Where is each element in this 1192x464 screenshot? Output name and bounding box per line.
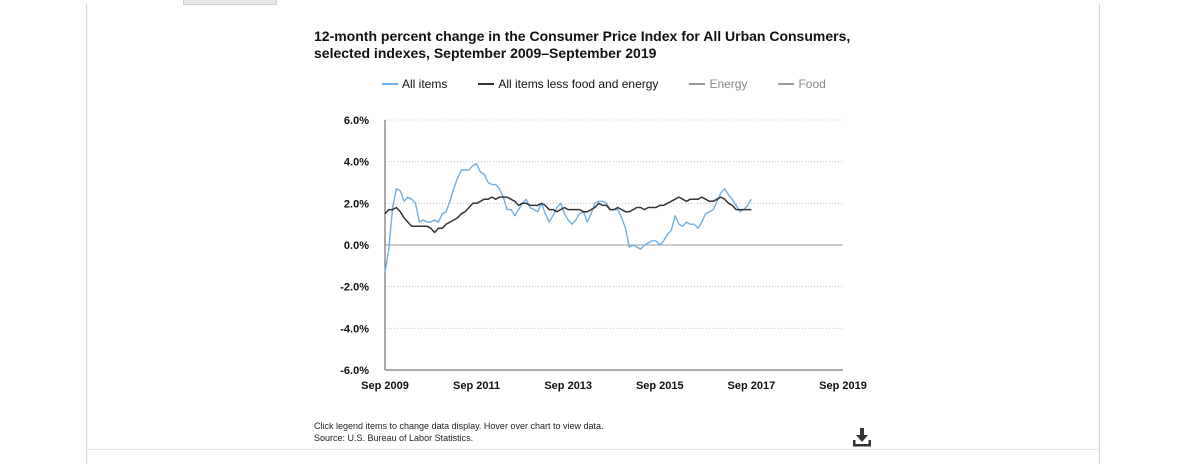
- legend-swatch: [689, 83, 706, 85]
- legend-swatch: [478, 83, 495, 85]
- footnote-source: Source: U.S. Bureau of Labor Statistics.: [314, 433, 474, 443]
- y-tick-label: 6.0%: [344, 115, 369, 127]
- y-tick-label: -6.0%: [340, 365, 369, 377]
- y-tick-label: 2.0%: [344, 198, 369, 210]
- legend-item-food[interactable]: Food: [778, 77, 826, 91]
- legend-item-energy[interactable]: Energy: [689, 77, 747, 91]
- chart-title: 12-month percent change in the Consumer …: [314, 28, 874, 62]
- legend-swatch: [778, 83, 795, 85]
- chart-title-line1: 12-month percent change in the Consumer …: [314, 28, 851, 44]
- x-tick-label: Sep 2009: [361, 380, 409, 392]
- y-tick-label: -4.0%: [340, 323, 369, 335]
- chart-panel: [86, 4, 1100, 464]
- series-line-all-items: [384, 162, 752, 273]
- series-line-core: [384, 196, 752, 234]
- chart-title-line2: selected indexes, September 2009–Septemb…: [314, 45, 657, 61]
- x-tick-label: Sep 2015: [636, 380, 684, 392]
- legend-item-core[interactable]: All items less food and energy: [478, 77, 658, 91]
- download-icon[interactable]: [851, 426, 873, 448]
- legend-swatch: [382, 83, 398, 85]
- x-tick-label: Sep 2019: [819, 380, 867, 392]
- x-tick-label: Sep 2011: [453, 380, 500, 392]
- chart-footnote: Click legend items to change data displa…: [314, 420, 603, 444]
- chart-legend: All items All items less food and energy…: [382, 76, 857, 92]
- x-tick-label: Sep 2013: [544, 380, 592, 392]
- legend-label: Food: [798, 77, 826, 91]
- legend-item-all-items[interactable]: All items: [382, 77, 447, 91]
- tab-stub[interactable]: [183, 0, 277, 5]
- legend-label: All items: [402, 77, 448, 91]
- footnote-instructions: Click legend items to change data displa…: [314, 421, 604, 431]
- legend-label: All items less food and energy: [498, 77, 659, 91]
- y-tick-label: -2.0%: [340, 282, 369, 294]
- x-tick-label: Sep 2017: [728, 380, 776, 392]
- y-tick-label: 4.0%: [344, 157, 369, 169]
- line-chart[interactable]: 6.0% 4.0% 2.0% 0.0% -2.0% -4.0% -6.0% Sep 2009 S…: [0, 0, 1192, 410]
- y-tick-label: 0.0%: [344, 240, 369, 252]
- legend-label: Energy: [709, 77, 748, 91]
